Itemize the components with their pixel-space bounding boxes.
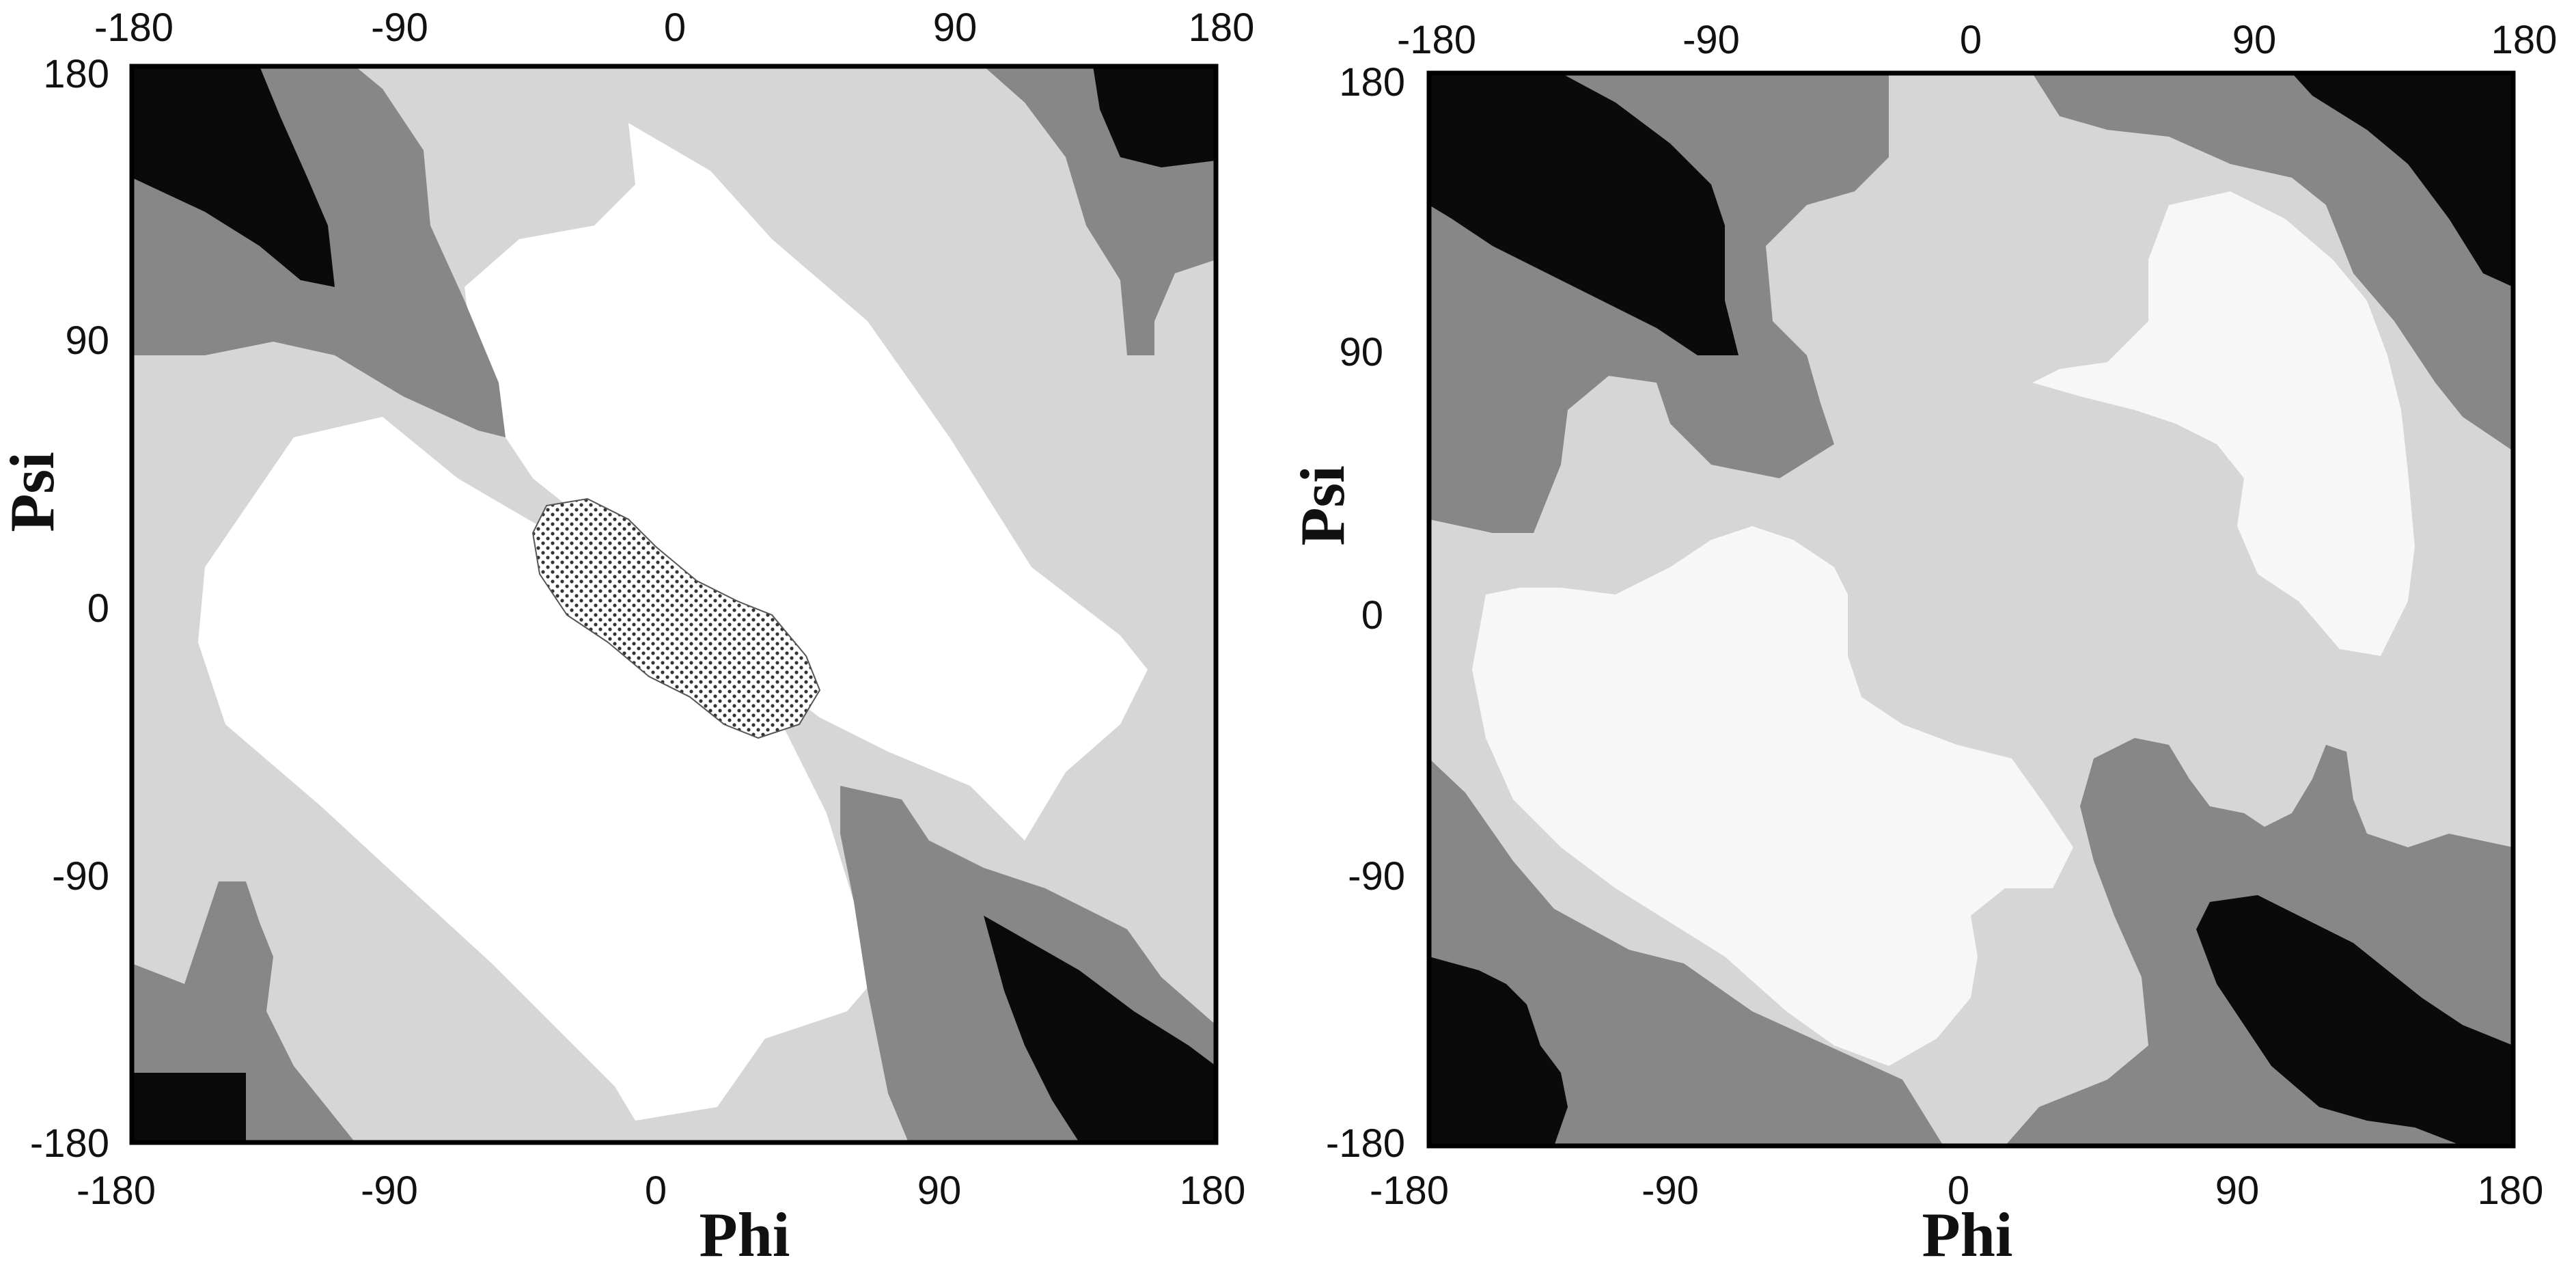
x-axis-title: Phi <box>700 1200 790 1270</box>
y_ticks-tick-label: -90 <box>1348 854 1405 899</box>
y-tick-labels: 180 90 0 -90 -180 <box>1326 60 1405 1166</box>
plot-frame-left <box>129 64 1219 1145</box>
region-1-lower-lobe <box>198 417 888 1121</box>
x_ticks_bottom-tick-label: 0 <box>645 1168 667 1213</box>
y_ticks-tick-label: 180 <box>43 52 109 96</box>
x_ticks_bottom-tick-label: 180 <box>2478 1168 2544 1213</box>
y_ticks-tick-label: -180 <box>1326 1121 1405 1166</box>
plot-frame-right <box>1426 70 2516 1149</box>
x_ticks_bottom-tick-label: 90 <box>2215 1168 2260 1213</box>
x_ticks_bottom-tick-label: 180 <box>1180 1168 1246 1213</box>
region-3-bottom-band <box>1429 758 1943 1146</box>
y_ticks-tick-label: 180 <box>1339 60 1405 105</box>
x_ticks_bottom-tick-label: -180 <box>1370 1168 1449 1213</box>
y-axis-title: Psi <box>0 452 67 532</box>
x-tick-labels-bottom: -180 -90 0 90 180 <box>1370 1168 2543 1213</box>
region-4-bottom-right <box>2196 895 2513 1146</box>
x_ticks_top-tick-label: 0 <box>664 5 686 50</box>
x_ticks_top-tick-label: 180 <box>2491 18 2558 62</box>
x-tick-labels-top: -180 -90 0 90 180 <box>1397 18 2557 62</box>
x_ticks_bottom-tick-label: 90 <box>917 1168 962 1213</box>
x_ticks_bottom-tick-label: 0 <box>1948 1168 1969 1213</box>
x_ticks_top-tick-label: 90 <box>2232 18 2277 62</box>
x_ticks_top-tick-label: -180 <box>94 5 174 50</box>
y-axis-title: Psi <box>1288 465 1357 546</box>
dotted-region <box>531 497 821 739</box>
x-tick-labels-bottom: -180 -90 0 90 180 <box>77 1168 1245 1213</box>
x_ticks_top-tick-label: -90 <box>1682 18 1740 62</box>
chart-right: -180 -90 0 90 180 -180 -90 0 90 180 180 90 0 -90 -18… <box>1288 0 2576 1273</box>
x_ticks_top-tick-label: 90 <box>933 5 978 50</box>
y-tick-labels: 180 90 0 -90 -180 <box>30 52 109 1166</box>
y_ticks-tick-label: 0 <box>1361 593 1383 638</box>
region-3-top-right-band <box>2032 73 2513 451</box>
x_ticks_bottom-tick-label: -90 <box>361 1168 418 1213</box>
x_ticks_bottom-tick-label: -180 <box>77 1168 156 1213</box>
chart-left: -180 -90 0 90 180 -180 -90 0 90 180 180 90 0 -90 -18… <box>0 5 1254 1270</box>
region-4-top-left <box>132 66 335 287</box>
chart-right-svg: -180 -90 0 90 180 -180 -90 0 90 180 180900-90-18… <box>1288 18 2557 1270</box>
chart-left-svg: -180 -90 0 90 180 -180 -90 0 90 180 180900-90-18… <box>0 5 1254 1270</box>
x_ticks_top-tick-label: 180 <box>1189 5 1255 50</box>
region-1-lower-lobe <box>1472 526 2073 1066</box>
region-4-top-right <box>2292 73 2513 287</box>
y_ticks-tick-label: 90 <box>1339 330 1383 374</box>
x_ticks_top-tick-label: -90 <box>371 5 428 50</box>
region-4-top-left <box>1429 73 1739 355</box>
x-tick-labels-top: -180 -90 0 90 180 <box>94 5 1254 50</box>
region-1-upper-lobe <box>2032 191 2415 656</box>
y_ticks-tick-label: 0 <box>87 586 109 631</box>
region-4-bottom-left <box>1429 957 1568 1146</box>
x_ticks_bottom-tick-label: -90 <box>1642 1168 1699 1213</box>
region-4-bottom-right <box>984 916 1216 1142</box>
x-axis-title: Phi <box>1922 1200 2013 1270</box>
region-4-top-right <box>1093 66 1216 167</box>
y_ticks-tick-label: 90 <box>65 318 109 363</box>
x_ticks_top-tick-label: -180 <box>1397 18 1476 62</box>
y_ticks-tick-label: -180 <box>30 1121 109 1166</box>
y_ticks-tick-label: -90 <box>52 854 109 899</box>
region-4-bottom-left <box>132 1073 246 1142</box>
x_ticks_top-tick-label: 0 <box>1960 18 1982 62</box>
region-1-upper-lobe <box>465 123 1148 840</box>
